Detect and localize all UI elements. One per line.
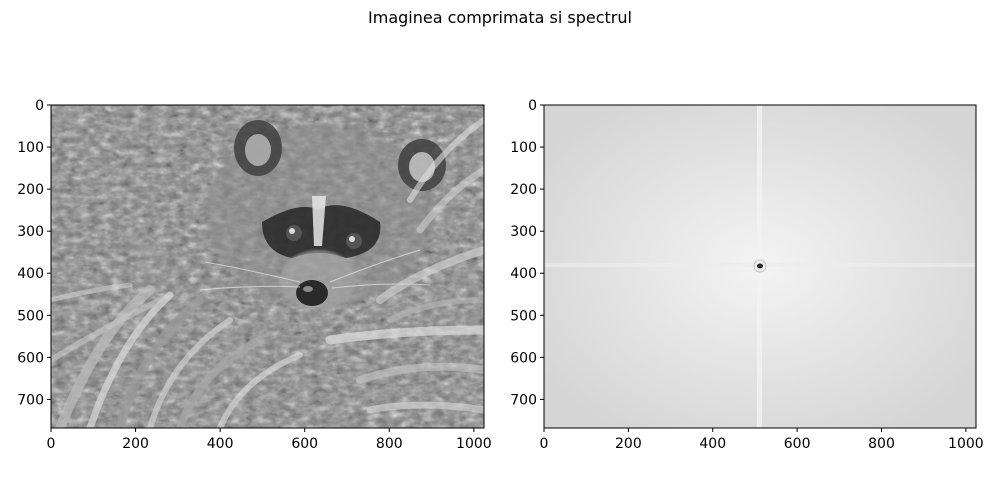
- y-tick-label-right-3: 300: [510, 224, 537, 240]
- x-tick-label-left-2: 400: [207, 436, 234, 452]
- y-tick-label-left-5: 500: [17, 308, 44, 324]
- y-tick-label-left-0: 0: [35, 98, 44, 114]
- spectrum-panel-right: [544, 105, 976, 428]
- y-tick-label-left-3: 300: [17, 224, 44, 240]
- spectrum-center-point: [757, 264, 763, 269]
- y-tick-label-left-6: 600: [17, 350, 44, 366]
- y-tick-label-right-4: 400: [510, 266, 537, 282]
- raccoon-nose: [296, 280, 328, 306]
- y-tick-label-right-7: 700: [510, 392, 537, 408]
- x-tick-label-right-1: 200: [615, 436, 642, 452]
- x-tick-label-right-3: 600: [784, 436, 811, 452]
- x-tick-label-right-4: 800: [868, 436, 895, 452]
- x-tick-label-left-0: 0: [47, 436, 56, 452]
- raccoon-eye-right-highlight: [349, 236, 355, 242]
- y-tick-label-left-1: 100: [17, 140, 44, 156]
- y-tick-label-right-2: 200: [510, 182, 537, 198]
- y-tick-label-left-4: 400: [17, 266, 44, 282]
- y-tick-label-right-5: 500: [510, 308, 537, 324]
- raccoon-nose-highlight: [303, 286, 313, 292]
- y-tick-label-right-1: 100: [510, 140, 537, 156]
- x-tick-label-left-3: 600: [291, 436, 318, 452]
- y-tick-label-right-0: 0: [528, 98, 537, 114]
- x-tick-label-left-5: 1000: [456, 436, 492, 452]
- x-tick-label-right-0: 0: [540, 436, 549, 452]
- y-tick-label-right-6: 600: [510, 350, 537, 366]
- x-tick-label-left-4: 800: [376, 436, 403, 452]
- x-tick-label-right-5: 1000: [948, 436, 984, 452]
- y-tick-label-left-7: 700: [17, 392, 44, 408]
- raccoon-ear-left-inner: [245, 134, 271, 166]
- raccoon-eye-left-highlight: [289, 228, 295, 234]
- x-tick-label-left-1: 200: [122, 436, 149, 452]
- y-tick-label-left-2: 200: [17, 182, 44, 198]
- image-panel-left: [51, 105, 484, 428]
- x-tick-label-right-2: 400: [699, 436, 726, 452]
